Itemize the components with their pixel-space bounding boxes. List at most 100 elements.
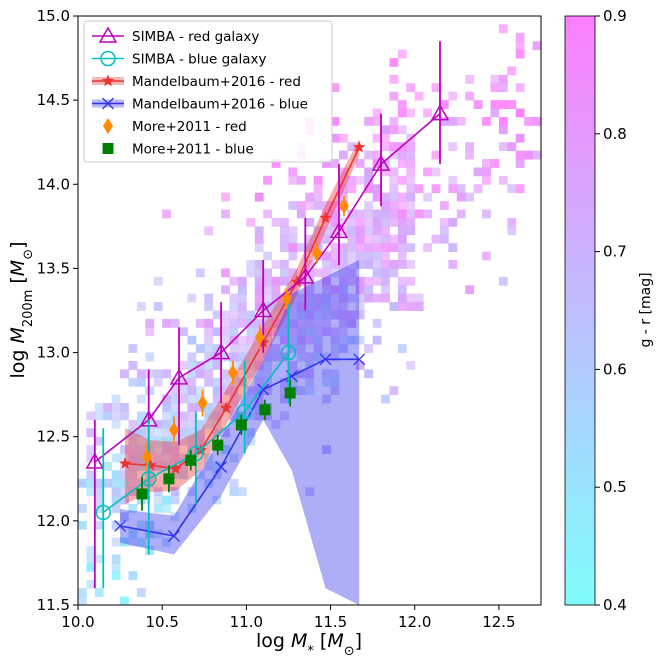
heatmap-cell [414, 293, 424, 303]
heatmap-cell [490, 100, 500, 109]
legend-entry: More+2011 - blue [102, 142, 254, 158]
heatmap-cell [305, 318, 315, 328]
heatmap-cell [136, 411, 146, 421]
legend-marker [102, 97, 114, 110]
legend-label: SIMBA - blue galaxy [132, 52, 266, 68]
heatmap-cell [305, 310, 315, 320]
data-point [119, 457, 132, 469]
heatmap-cell [322, 268, 331, 278]
heatmap-cell [456, 209, 466, 219]
heatmap-cell [355, 234, 365, 244]
heatmap-cell [263, 335, 273, 345]
heatmap-cell [120, 537, 129, 547]
heatmap-cell [237, 352, 247, 362]
heatmap-cell [263, 369, 273, 379]
heatmap-cell [322, 377, 331, 387]
heatmap-cell [288, 360, 298, 370]
heatmap-cell [397, 108, 407, 118]
data-point [312, 245, 323, 262]
heatmap-cell [364, 260, 374, 269]
heatmap-cell [322, 260, 331, 269]
data-series [85, 41, 450, 589]
heatmap-cell [355, 302, 365, 311]
heatmap-cell [305, 293, 315, 303]
heatmap-cell [145, 529, 155, 539]
heatmap-cell [465, 150, 475, 160]
heatmap-cell [347, 268, 357, 278]
heatmap-cell [448, 243, 458, 252]
heatmap-cell [263, 268, 273, 278]
heatmap-cell [406, 83, 416, 93]
heatmap-cell [254, 403, 264, 412]
heatmap-cell [372, 293, 382, 303]
heatmap-cell [120, 445, 129, 454]
heatmap-cell [271, 344, 281, 353]
heatmap-cell [229, 403, 239, 412]
heatmap-cell [515, 41, 525, 51]
heatmap-cell [364, 276, 374, 286]
heatmap-cell [482, 175, 491, 185]
heatmap-cell [338, 276, 348, 286]
heatmap-cell [389, 234, 399, 244]
heatmap-cell [229, 310, 239, 320]
heatmap-cell [229, 411, 239, 421]
heatmap-cell [136, 369, 146, 379]
heatmap-cell [288, 268, 298, 278]
legend-marker [98, 26, 118, 43]
heatmap-cell [355, 360, 365, 370]
heatmap-cell [263, 175, 273, 185]
heatmap-cell [94, 588, 104, 597]
heatmap-cell [355, 285, 365, 295]
heatmap-cell [204, 318, 214, 328]
heatmap-cell [271, 419, 281, 429]
heatmap-cell [254, 226, 264, 236]
heatmap-cell [507, 142, 517, 152]
heatmap-cell [448, 217, 458, 227]
heatmap-cell [322, 369, 331, 379]
heatmap-cell [338, 344, 348, 353]
heatmap-cell [305, 352, 315, 362]
heatmap-cell [439, 234, 449, 244]
heatmap-cell [397, 125, 407, 135]
heatmap-cell [263, 318, 273, 328]
heatmap-cell [195, 403, 205, 412]
heatmap-cell [397, 260, 407, 269]
heatmap-cell [254, 276, 264, 286]
heatmap-cell [145, 369, 155, 379]
heatmap-cell [498, 24, 508, 34]
data-point [169, 368, 189, 385]
heatmap-cell [212, 428, 222, 438]
heatmap-cell [229, 360, 239, 370]
heatmap-cell [111, 411, 121, 421]
heatmap-cell [397, 243, 407, 252]
heatmap-cell [423, 192, 432, 202]
heatmap-cell [187, 428, 197, 438]
heatmap-cell [498, 100, 508, 109]
y-tick-label: 11.5 [37, 596, 70, 614]
heatmap-cell [372, 217, 382, 227]
heatmap-cell [111, 504, 121, 513]
heatmap-cell [347, 234, 357, 244]
heatmap-cell [431, 83, 441, 93]
heatmap-cell [195, 268, 205, 278]
heatmap-cell [229, 394, 239, 404]
heatmap-cell [187, 436, 197, 446]
heatmap-cell [170, 403, 180, 412]
heatmap-cell [364, 217, 374, 227]
heatmap-cell [263, 386, 273, 396]
heatmap-cell [355, 251, 365, 261]
heatmap-cell [212, 394, 222, 404]
heatmap-cell [212, 310, 222, 320]
heatmap-cell [94, 403, 104, 412]
heatmap-cell [162, 504, 171, 513]
heatmap-cell [94, 487, 104, 497]
heatmap-cell [465, 192, 475, 202]
heatmap-cell [381, 268, 390, 278]
heatmap-cell [288, 251, 298, 261]
heatmap-cell [397, 150, 407, 160]
heatmap-cell [322, 276, 331, 286]
heatmap-cell [162, 394, 171, 404]
heatmap-cell [515, 83, 525, 93]
heatmap-cell [372, 133, 382, 143]
heatmap-cell [221, 285, 230, 295]
